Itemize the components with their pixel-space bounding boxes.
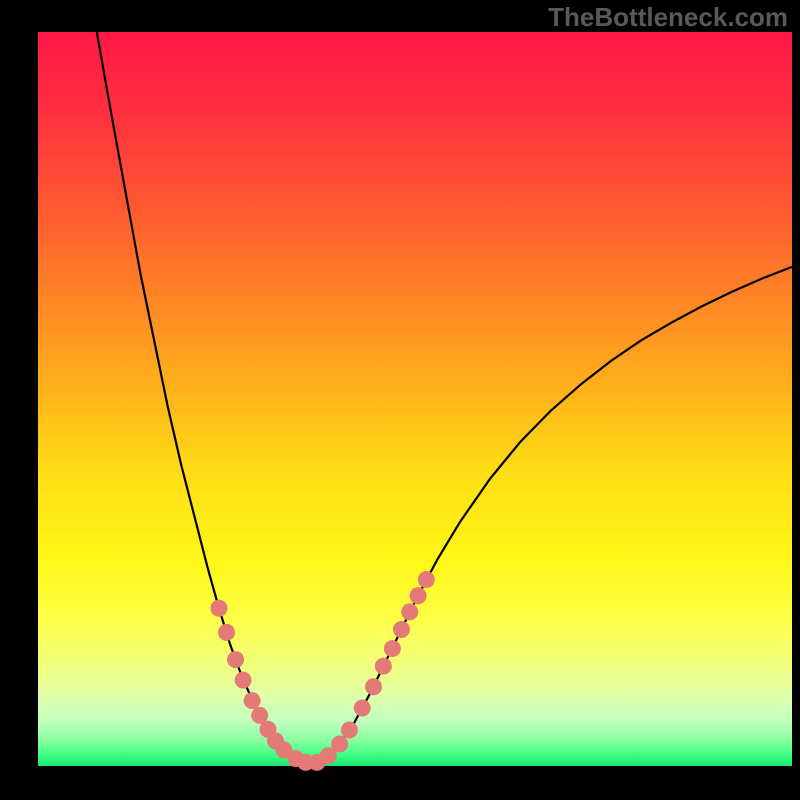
data-marker [341,722,358,739]
data-marker [393,621,410,638]
data-marker [410,587,427,604]
data-marker [375,658,392,675]
data-marker [244,692,261,709]
data-marker [331,735,348,752]
plot-background [38,32,792,766]
data-marker [354,700,371,717]
data-marker [235,672,252,689]
data-marker [210,600,227,617]
data-marker [401,603,418,620]
watermark-text: TheBottleneck.com [548,2,788,32]
data-marker [218,624,235,641]
data-marker [365,678,382,695]
data-marker [384,640,401,657]
bottleneck-chart: TheBottleneck.com [0,0,800,800]
data-marker [418,571,435,588]
data-marker [227,651,244,668]
